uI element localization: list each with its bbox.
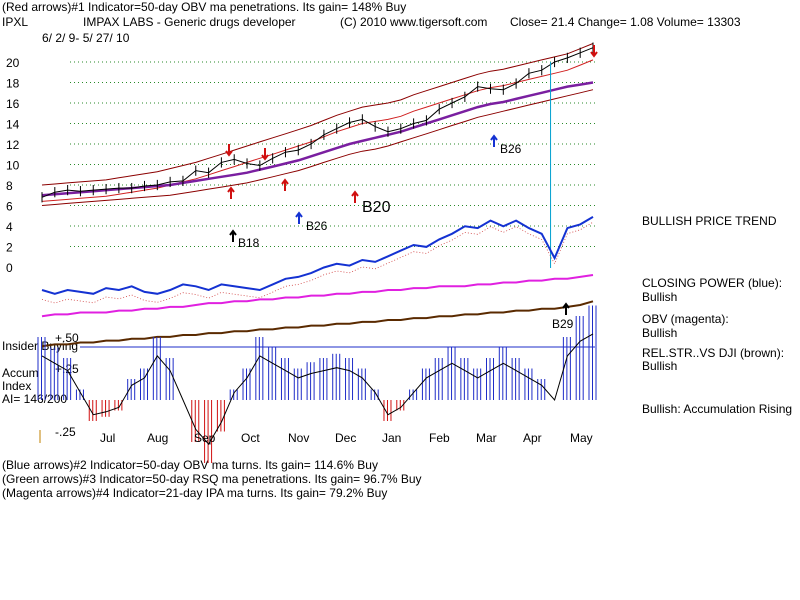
side-trend: BULLISH PRICE TREND bbox=[642, 214, 777, 228]
annotation-b20: B20 bbox=[362, 199, 391, 216]
quote: Close= 21.4 Change= 1.08 Volume= 13303 bbox=[510, 15, 741, 29]
black-arrow-icon bbox=[562, 302, 570, 315]
month-label: Sep bbox=[194, 431, 216, 445]
black-arrow-icon bbox=[229, 229, 237, 242]
footer-indicator-2: (Blue arrows)#2 Indicator=50-day OBV ma … bbox=[2, 458, 378, 472]
accum-tick-plus50: +.50 bbox=[55, 331, 79, 345]
month-label: May bbox=[570, 431, 593, 445]
red-arrow-icon bbox=[227, 186, 235, 199]
accum-label-1: Accum bbox=[2, 366, 39, 380]
red-arrow-icon bbox=[261, 148, 269, 161]
copyright: (C) 2010 www.tigersoft.com bbox=[340, 15, 488, 29]
y-tick-label: 18 bbox=[6, 77, 20, 91]
accum-tick-minus25: -.25 bbox=[55, 425, 76, 439]
y-tick-label: 16 bbox=[6, 97, 20, 111]
y-tick-label: 12 bbox=[6, 138, 20, 152]
red-arrow-icon bbox=[351, 190, 359, 203]
y-tick-label: 8 bbox=[6, 179, 13, 193]
y-tick-label: 4 bbox=[6, 220, 13, 234]
y-tick-label: 0 bbox=[6, 261, 13, 275]
side-obv-value: Bullish bbox=[642, 326, 678, 340]
month-label: Dec bbox=[335, 431, 356, 445]
band-upper-line bbox=[41, 43, 594, 186]
symbol: IPXL bbox=[2, 15, 29, 29]
side-cp-title: CLOSING POWER (blue): bbox=[642, 276, 783, 290]
blue-arrow-icon bbox=[490, 134, 498, 147]
y-tick-label: 6 bbox=[6, 200, 13, 214]
accum-label-2: Index bbox=[2, 379, 32, 393]
closing-power-line bbox=[41, 216, 594, 295]
month-label: Jul bbox=[100, 431, 115, 445]
side-rs-value: Bullish bbox=[642, 359, 678, 373]
closing-power-ma-line bbox=[41, 221, 594, 304]
red-arrow-icon bbox=[225, 144, 233, 157]
date-range: 6/ 2/ 9- 5/ 27/ 10 bbox=[42, 31, 130, 45]
company-name: IMPAX LABS - Generic drugs developer bbox=[83, 15, 296, 29]
y-tick-label: 14 bbox=[6, 118, 20, 132]
band-inner-line bbox=[41, 59, 594, 202]
month-label: Jan bbox=[382, 431, 401, 445]
side-cp-value: Bullish bbox=[642, 290, 678, 304]
month-label: Mar bbox=[476, 431, 497, 445]
red-arrow-icon bbox=[281, 178, 289, 191]
blue-arrow-icon bbox=[295, 211, 303, 224]
header-indicator-1: (Red arrows)#1 Indicator=50-day OBV ma p… bbox=[2, 0, 407, 14]
footer-indicator-3: (Green arrows)#3 Indicator=50-day RSQ ma… bbox=[2, 472, 422, 486]
annotation-b29: B29 bbox=[552, 317, 574, 331]
band-lower-line bbox=[41, 89, 594, 206]
y-tick-label: 20 bbox=[6, 56, 20, 70]
month-label: Aug bbox=[147, 431, 168, 445]
red-arrow-icon bbox=[590, 45, 598, 58]
month-label: Nov bbox=[288, 431, 309, 445]
accum-ma-line bbox=[41, 333, 594, 445]
annotation-b26-a: B26 bbox=[306, 219, 328, 233]
y-tick-label: 10 bbox=[6, 159, 20, 173]
obv-line bbox=[41, 274, 594, 318]
month-label: Oct bbox=[241, 431, 260, 445]
month-label: Feb bbox=[429, 431, 450, 445]
price-line bbox=[41, 47, 594, 198]
month-label: Apr bbox=[523, 431, 542, 445]
side-obv-title: OBV (magenta): bbox=[642, 312, 729, 326]
rel-str-line bbox=[41, 300, 594, 348]
y-tick-label: 2 bbox=[6, 241, 13, 255]
side-rs-title: REL.STR..VS DJI (brown): bbox=[642, 346, 785, 360]
side-accum: Bullish: Accumulation Rising bbox=[642, 402, 793, 416]
footer-indicator-4: (Magenta arrows)#4 Indicator=21-day IPA … bbox=[2, 486, 388, 500]
insider-label: Insider Buying bbox=[2, 339, 79, 353]
annotation-b26-b: B26 bbox=[500, 142, 522, 156]
